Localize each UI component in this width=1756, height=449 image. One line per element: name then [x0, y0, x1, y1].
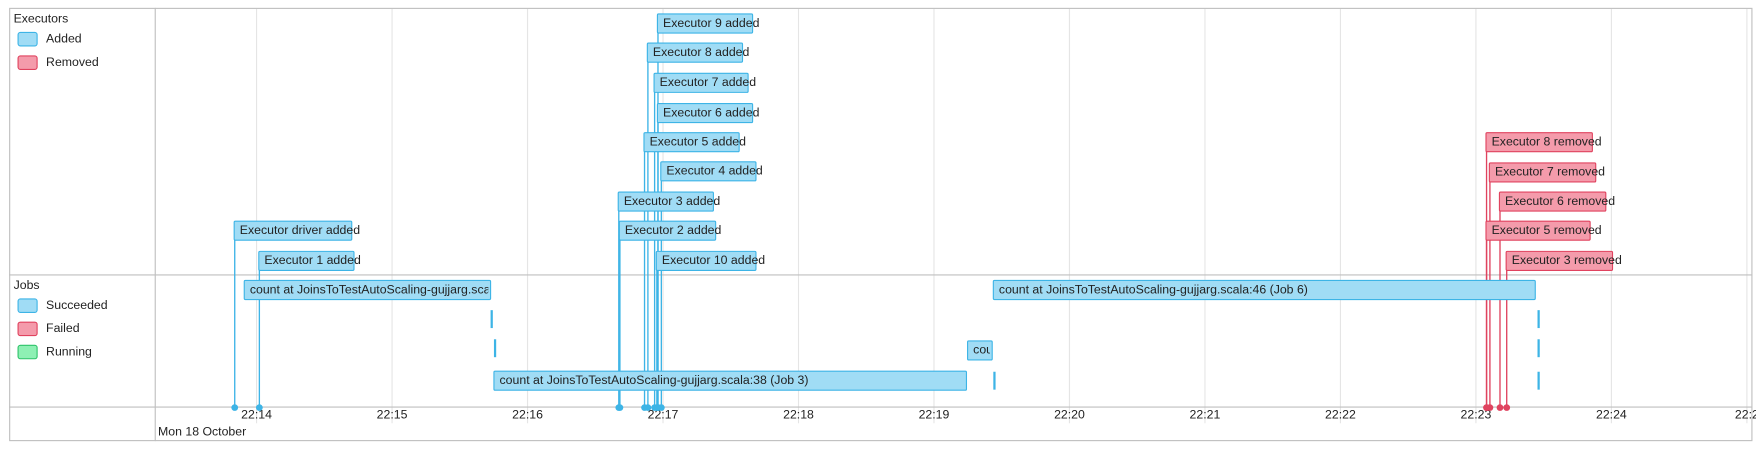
job-box — [243, 279, 492, 301]
legend-swatch — [17, 55, 38, 70]
x-tick-label: 22:18 — [783, 408, 814, 422]
legend-swatch — [17, 321, 38, 337]
job-box — [992, 279, 1536, 301]
x-tick-label: 22:24 — [1596, 408, 1627, 422]
event-box — [660, 161, 757, 182]
event-box — [1498, 191, 1607, 212]
job-label: cou — [973, 343, 993, 357]
event-label: Executor 8 added — [653, 45, 750, 59]
job-label: count at JoinsToTestAutoScaling-gujjarg.… — [999, 282, 1308, 296]
legend-swatch — [17, 344, 38, 360]
event-label: Executor 8 removed — [1492, 134, 1602, 148]
event-box — [618, 220, 717, 241]
event-dot — [231, 404, 239, 411]
legend-label: Added — [46, 31, 82, 45]
axis-date: Mon 18 October — [158, 424, 246, 438]
event-label: Executor driver added — [240, 223, 360, 237]
event-box — [643, 132, 740, 153]
legend-swatch — [17, 31, 38, 47]
event-box — [617, 191, 714, 212]
event-label: Executor 3 added — [624, 194, 721, 208]
event-box — [656, 103, 754, 124]
event-dot — [641, 404, 648, 411]
x-tick-label: 22:22 — [1325, 408, 1356, 422]
event-label: Executor 10 added — [662, 253, 765, 267]
job-label: count at JoinsToTestAutoScaling-gujjarg.… — [500, 373, 809, 387]
job-label: count at JoinsToTestAutoScaling-gujjarg.… — [250, 282, 517, 296]
event-box — [646, 42, 744, 63]
event-box — [1485, 132, 1593, 153]
event-label: Executor 5 removed — [1492, 223, 1602, 237]
event-dot — [653, 404, 661, 411]
event-box — [258, 250, 355, 271]
legend-label: Removed — [46, 55, 99, 69]
job-mark — [1537, 310, 1540, 329]
event-box — [655, 250, 757, 271]
event-label: Executor 1 added — [264, 253, 361, 267]
event-label: Executor 5 added — [650, 134, 747, 148]
x-tick-label: 22:2 — [1735, 408, 1756, 422]
event-dot — [1496, 404, 1504, 411]
event-label: Executor 2 added — [625, 223, 722, 237]
group-title: Executors — [14, 11, 69, 25]
legend-label: Succeeded — [46, 298, 108, 312]
event-box — [233, 220, 353, 241]
x-tick-label: 22:16 — [512, 408, 543, 422]
event-label: Executor 3 removed — [1512, 253, 1622, 267]
x-tick-label: 22:15 — [377, 408, 408, 422]
event-label: Executor 7 added — [660, 75, 757, 89]
event-label: Executor 6 removed — [1505, 194, 1615, 208]
job-mark — [1537, 371, 1540, 390]
x-tick-label: 22:14 — [241, 408, 272, 422]
job-box — [493, 370, 968, 391]
timeline-frame — [9, 7, 1753, 442]
job-mark — [493, 339, 497, 358]
event-dot — [256, 404, 263, 411]
job-mark — [993, 371, 996, 390]
event-dot — [616, 404, 624, 411]
event-dot — [1503, 404, 1511, 411]
legend-swatch — [17, 298, 38, 313]
x-tick-label: 22:20 — [1054, 408, 1085, 422]
legend-label: Failed — [46, 321, 80, 335]
event-label: Executor 9 added — [663, 16, 760, 30]
x-tick-label: 22:17 — [648, 408, 679, 422]
event-box — [1485, 220, 1591, 241]
event-label: Executor 4 added — [666, 164, 763, 178]
legend-label: Running — [46, 344, 92, 358]
x-tick-label: 22:21 — [1190, 408, 1221, 422]
x-tick-label: 22:23 — [1461, 408, 1492, 422]
event-box — [1505, 250, 1614, 271]
job-mark — [490, 310, 493, 329]
job-mark — [1537, 339, 1540, 358]
event-box — [1488, 162, 1597, 183]
event-box — [653, 72, 749, 93]
event-dot — [1483, 404, 1490, 411]
job-box — [967, 340, 993, 361]
x-tick-label: 22:19 — [919, 408, 950, 422]
event-label: Executor 7 removed — [1495, 165, 1605, 179]
event-box — [656, 13, 754, 34]
group-title: Jobs — [14, 278, 40, 292]
event-label: Executor 6 added — [663, 105, 760, 119]
